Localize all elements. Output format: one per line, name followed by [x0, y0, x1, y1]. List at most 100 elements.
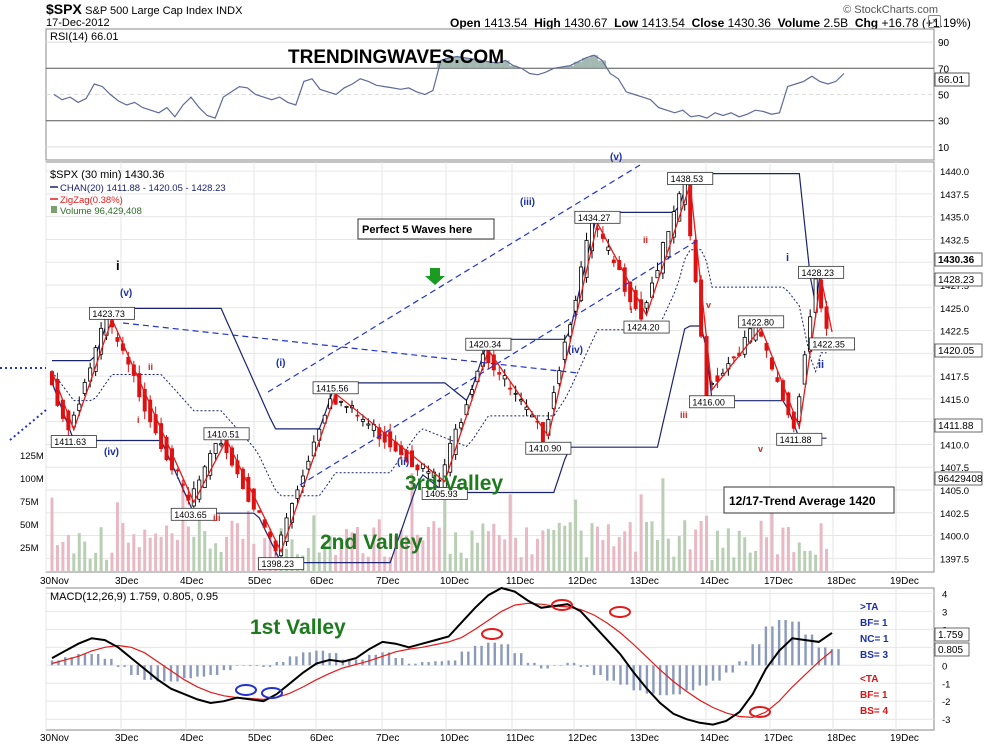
price-x-tick: 3Dec — [115, 576, 138, 587]
price-label-box — [89, 306, 136, 320]
macd-x-tick: 3Dec — [115, 733, 138, 744]
macd-histogram-bar — [467, 651, 470, 666]
volume-bar — [50, 497, 54, 572]
macd-histogram-bar — [738, 661, 741, 666]
macd-x-tick: 13Dec — [630, 733, 659, 744]
volume-bar — [688, 549, 692, 572]
price-tick-label: 1435.0 — [940, 213, 969, 224]
macd-histogram-bar — [83, 653, 87, 666]
macd-histogram-bar — [196, 665, 199, 677]
volume-bar — [748, 552, 752, 572]
macd-right-label: 1.759 — [938, 630, 963, 641]
rsi-tick-label: 10 — [938, 143, 950, 154]
volume-bar — [628, 522, 632, 572]
candle-body — [671, 211, 676, 238]
price-label-text: 1424.20 — [627, 323, 660, 333]
volume-bar — [235, 523, 239, 572]
volume-bar — [148, 537, 152, 572]
price-label-box — [258, 557, 305, 571]
volume-bar — [677, 536, 681, 572]
macd-histogram-bar — [751, 644, 754, 666]
volume-bar — [219, 551, 223, 572]
volume-bar — [465, 558, 469, 572]
price-label-text: 1416.00 — [692, 397, 725, 407]
volume-bar — [143, 529, 147, 572]
macd-histogram-bar — [698, 665, 701, 686]
macd-histogram-bar — [533, 662, 536, 666]
price-right-label-box — [934, 418, 983, 433]
candle-body — [262, 519, 267, 528]
wave-label: i v — [701, 300, 711, 310]
low-value: 1413.54 — [641, 16, 685, 30]
price-label-text: 1411.88 — [780, 435, 812, 445]
candle-body — [622, 267, 627, 292]
volume-bar — [186, 526, 190, 572]
price-x-tick: 13Dec — [630, 576, 659, 587]
macd-histogram-bar — [579, 665, 583, 667]
volume-tick-label: 125M — [20, 451, 44, 462]
volume-bar — [503, 539, 507, 572]
volume-bar — [328, 536, 332, 572]
volume-bar — [645, 521, 649, 572]
candle-body — [491, 354, 496, 371]
volume-bar — [426, 526, 430, 572]
price-label-box — [421, 487, 468, 500]
macd-histogram-bar — [70, 657, 73, 666]
macd-histogram-bar — [638, 665, 642, 691]
volume-bar — [105, 559, 109, 572]
macd-x-tick: 7Dec — [376, 733, 399, 744]
macd-histogram-bar — [434, 661, 437, 666]
wave-labels: i(v)(iv)iiiiii(i)(ii)(iii)(iv)(v)iiiiiii… — [104, 152, 824, 523]
rsi-panel: 10 30 50 70 90 RSI(14) 66.01 66.01 TRENDINGW… — [45, 28, 970, 161]
volume-bar — [786, 527, 790, 572]
macd-tick-label: 0 — [942, 661, 947, 672]
macd-histogram-bar — [189, 665, 192, 679]
volume-bar — [470, 530, 474, 572]
macd-histogram-bar — [665, 665, 668, 696]
down-arrow-icon — [425, 268, 445, 285]
candle-body — [742, 337, 747, 355]
price-right-label-box — [934, 343, 983, 358]
price-x-tick: 12Dec — [568, 576, 597, 587]
price-tick-label: 1400.0 — [940, 532, 969, 543]
rsi-overbought-fill — [436, 55, 607, 69]
volume-tick-label: 25M — [20, 543, 39, 554]
price-x-tick: 17Dec — [764, 576, 793, 587]
macd-histogram-bar — [354, 659, 358, 666]
volume-bar — [672, 556, 676, 572]
macd-right-labels: 1.759 0.805 — [934, 627, 970, 657]
price-label-text: 1398.23 — [261, 559, 294, 569]
macd-histogram-bar — [678, 665, 682, 695]
volume-tick-label: 100M — [20, 474, 44, 485]
candle-body — [508, 387, 513, 390]
macd-x-tick: 17Dec — [764, 733, 793, 744]
macd-right-label: 0.805 — [938, 645, 963, 656]
volume-value: 2.5B — [823, 16, 849, 30]
macd-histogram-bar — [711, 665, 715, 681]
ticker-header: $SPX S&P 500 Large Cap Index INDX — [46, 1, 242, 17]
volume-bar — [99, 527, 103, 572]
price-title: $SPX (30 min) 1430.36 — [50, 169, 164, 181]
close-icon[interactable]: × — [928, 15, 941, 28]
price-x-tick: 14Dec — [700, 576, 729, 587]
volume-bar — [366, 556, 370, 572]
candle-body — [579, 266, 584, 301]
candles — [50, 177, 829, 557]
price-tick-label: 1407.5 — [940, 463, 969, 474]
rsi-tick-label: 90 — [938, 38, 950, 49]
macd-line — [51, 586, 833, 726]
price-x-ticks: 30Nov 3Dec 4Dec 5Dec 6Dec 7Dec 10Dec 11Dec 12Dec… — [40, 576, 919, 587]
volume-bar — [241, 538, 245, 572]
candle-body — [524, 406, 529, 411]
macd-histogram-bar — [731, 665, 734, 673]
candle-body — [775, 377, 780, 382]
candle-body — [426, 471, 431, 474]
volume-bar — [66, 534, 70, 572]
price-tick-label: 1440.0 — [940, 167, 969, 178]
macd-histogram-bar — [374, 654, 377, 666]
volume-bar — [432, 521, 436, 572]
volume-bar — [595, 526, 599, 572]
annotation-1st-valley: 1st Valley — [250, 616, 346, 639]
macd-histogram-bar — [387, 652, 391, 666]
